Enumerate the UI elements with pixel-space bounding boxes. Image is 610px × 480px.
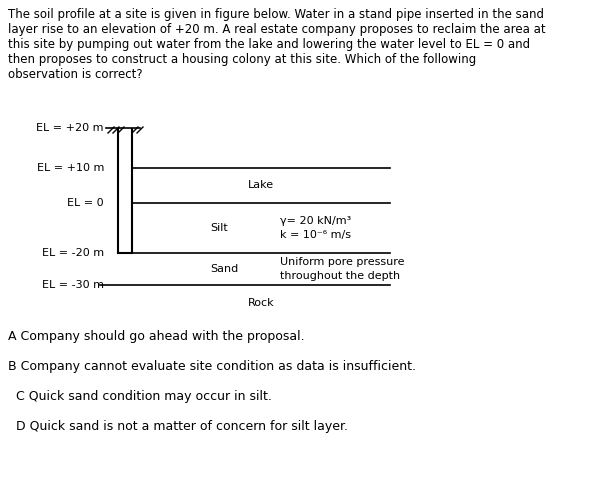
Text: γ= 20 kN/m³: γ= 20 kN/m³ bbox=[280, 216, 351, 226]
Text: k = 10⁻⁶ m/s: k = 10⁻⁶ m/s bbox=[280, 230, 351, 240]
Text: D Quick sand is not a matter of concern for silt layer.: D Quick sand is not a matter of concern … bbox=[8, 420, 348, 433]
Text: A Company should go ahead with the proposal.: A Company should go ahead with the propo… bbox=[8, 330, 304, 343]
Text: Rock: Rock bbox=[248, 298, 274, 308]
Text: EL = +10 m: EL = +10 m bbox=[37, 163, 104, 173]
Text: Lake: Lake bbox=[248, 180, 274, 191]
Text: Uniform pore pressure: Uniform pore pressure bbox=[280, 257, 404, 267]
Text: EL = -20 m: EL = -20 m bbox=[42, 248, 104, 258]
Text: EL = -30 m: EL = -30 m bbox=[42, 280, 104, 290]
Text: C Quick sand condition may occur in silt.: C Quick sand condition may occur in silt… bbox=[8, 390, 272, 403]
Text: The soil profile at a site is given in figure below. Water in a stand pipe inser: The soil profile at a site is given in f… bbox=[8, 8, 545, 81]
Text: B Company cannot evaluate site condition as data is insufficient.: B Company cannot evaluate site condition… bbox=[8, 360, 416, 373]
Text: throughout the depth: throughout the depth bbox=[280, 271, 400, 281]
Text: Sand: Sand bbox=[210, 264, 239, 274]
Text: EL = +20 m: EL = +20 m bbox=[37, 123, 104, 133]
Text: EL = 0: EL = 0 bbox=[67, 198, 104, 208]
Text: Silt: Silt bbox=[210, 223, 228, 233]
